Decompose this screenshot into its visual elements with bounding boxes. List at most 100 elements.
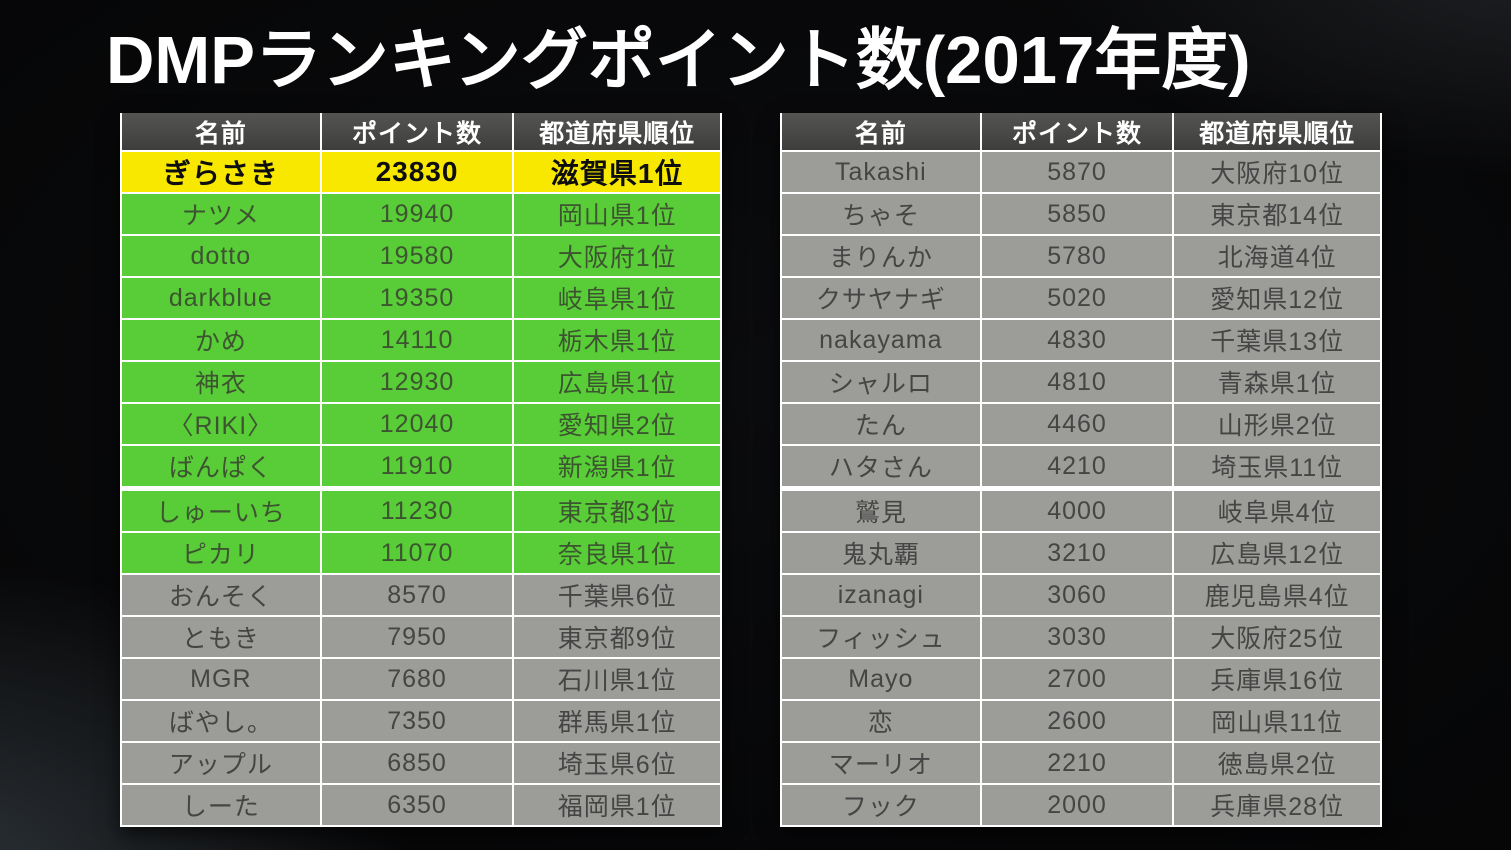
table-row: 鷲見 4000 岐阜県4位 (782, 491, 1380, 531)
ranking-table-right: 名前 ポイント数 都道府県順位 Takashi 5870 大阪府10位 ちゃそ 5850… (780, 113, 1382, 827)
points-cell: 3210 (981, 533, 1173, 573)
prefecture-rank-cell: 岡山県11位 (1174, 701, 1380, 741)
prefecture-rank-cell: 東京都9位 (514, 617, 720, 657)
table-row: nakayama 4830 千葉県13位 (782, 320, 1380, 360)
name-cell: ばんぱく (122, 446, 320, 486)
name-cell: ばやし。 (122, 701, 320, 741)
name-cell: おんそく (122, 575, 320, 615)
table-body-right: Takashi 5870 大阪府10位 ちゃそ 5850 東京都14位 まりんか 5780 北海… (782, 152, 1380, 825)
table-row: Mayo 2700 兵庫県16位 (782, 659, 1380, 699)
table-row: Takashi 5870 大阪府10位 (782, 152, 1380, 192)
points-cell: 4460 (981, 404, 1173, 444)
points-cell: 5780 (981, 236, 1173, 276)
name-cell: Mayo (782, 659, 980, 699)
prefecture-rank-cell: 鹿児島県4位 (1174, 575, 1380, 615)
prefecture-rank-cell: 広島県1位 (514, 362, 720, 402)
table-row: ばんぱく 11910 新潟県1位 (122, 446, 720, 486)
points-cell: 11230 (321, 491, 513, 531)
points-cell: 11910 (321, 446, 513, 486)
prefecture-rank-cell: 兵庫県28位 (1174, 785, 1380, 825)
name-cell: 鷲見 (782, 491, 980, 531)
column-header-prefecture-rank: 都道府県順位 (1174, 113, 1380, 150)
name-cell: フック (782, 785, 980, 825)
points-cell: 4000 (981, 491, 1173, 531)
prefecture-rank-cell: 大阪府10位 (1174, 152, 1380, 192)
points-cell: 19580 (321, 236, 513, 276)
name-cell: 神衣 (122, 362, 320, 402)
column-header-prefecture-rank: 都道府県順位 (514, 113, 720, 150)
table-row: darkblue 19350 岐阜県1位 (122, 278, 720, 318)
prefecture-rank-cell: 埼玉県6位 (514, 743, 720, 783)
table-row: izanagi 3060 鹿児島県4位 (782, 575, 1380, 615)
name-cell: darkblue (122, 278, 320, 318)
page-title: DMPランキングポイント数(2017年度) (106, 23, 1251, 98)
prefecture-rank-cell: 青森県1位 (1174, 362, 1380, 402)
column-header-name: 名前 (122, 113, 320, 150)
table-row: 恋 2600 岡山県11位 (782, 701, 1380, 741)
name-cell: ちゃそ (782, 194, 980, 234)
prefecture-rank-cell: 滋賀県1位 (514, 152, 720, 192)
column-header-name: 名前 (782, 113, 980, 150)
name-cell: シャルロ (782, 362, 980, 402)
column-header-points: ポイント数 (981, 113, 1173, 150)
name-cell: ともき (122, 617, 320, 657)
points-cell: 5020 (981, 278, 1173, 318)
prefecture-rank-cell: 北海道4位 (1174, 236, 1380, 276)
prefecture-rank-cell: 奈良県1位 (514, 533, 720, 573)
name-cell: izanagi (782, 575, 980, 615)
table-row: クサヤナギ 5020 愛知県12位 (782, 278, 1380, 318)
table-body-left: ぎらさき 23830 滋賀県1位 ナツメ 19940 岡山県1位 dotto 19580 大阪府… (122, 152, 720, 825)
points-cell: 6350 (321, 785, 513, 825)
name-cell: ナツメ (122, 194, 320, 234)
prefecture-rank-cell: 東京都3位 (514, 491, 720, 531)
points-cell: 23830 (321, 152, 513, 192)
prefecture-rank-cell: 愛知県12位 (1174, 278, 1380, 318)
table-row: 鬼丸覇 3210 広島県12位 (782, 533, 1380, 573)
points-cell: 4810 (981, 362, 1173, 402)
table-row: フック 2000 兵庫県28位 (782, 785, 1380, 825)
points-cell: 5870 (981, 152, 1173, 192)
points-cell: 7350 (321, 701, 513, 741)
table-row: ともき 7950 東京都9位 (122, 617, 720, 657)
name-cell: ぎらさき (122, 152, 320, 192)
table-row: ハタさん 4210 埼玉県11位 (782, 446, 1380, 486)
points-cell: 7950 (321, 617, 513, 657)
table-header-row: 名前 ポイント数 都道府県順位 (782, 113, 1380, 150)
points-cell: 12040 (321, 404, 513, 444)
table-row: 神衣 12930 広島県1位 (122, 362, 720, 402)
points-cell: 3060 (981, 575, 1173, 615)
table-row: おんそく 8570 千葉県6位 (122, 575, 720, 615)
table-row: dotto 19580 大阪府1位 (122, 236, 720, 276)
table-row: しーた 6350 福岡県1位 (122, 785, 720, 825)
column-header-points: ポイント数 (321, 113, 513, 150)
prefecture-rank-cell: 大阪府25位 (1174, 617, 1380, 657)
name-cell: たん (782, 404, 980, 444)
table-row: ナツメ 19940 岡山県1位 (122, 194, 720, 234)
name-cell: nakayama (782, 320, 980, 360)
name-cell: 〈RIKI〉 (122, 404, 320, 444)
points-cell: 8570 (321, 575, 513, 615)
points-cell: 19350 (321, 278, 513, 318)
name-cell: しゅーいち (122, 491, 320, 531)
table-row: しゅーいち 11230 東京都3位 (122, 491, 720, 531)
table-header-row: 名前 ポイント数 都道府県順位 (122, 113, 720, 150)
prefecture-rank-cell: 福岡県1位 (514, 785, 720, 825)
prefecture-rank-cell: 石川県1位 (514, 659, 720, 699)
name-cell: アップル (122, 743, 320, 783)
table-row: ばやし。 7350 群馬県1位 (122, 701, 720, 741)
prefecture-rank-cell: 岡山県1位 (514, 194, 720, 234)
prefecture-rank-cell: 山形県2位 (1174, 404, 1380, 444)
prefecture-rank-cell: 兵庫県16位 (1174, 659, 1380, 699)
prefecture-rank-cell: 東京都14位 (1174, 194, 1380, 234)
table-row: MGR 7680 石川県1位 (122, 659, 720, 699)
name-cell: しーた (122, 785, 320, 825)
name-cell: Takashi (782, 152, 980, 192)
prefecture-rank-cell: 新潟県1位 (514, 446, 720, 486)
points-cell: 11070 (321, 533, 513, 573)
prefecture-rank-cell: 愛知県2位 (514, 404, 720, 444)
prefecture-rank-cell: 栃木県1位 (514, 320, 720, 360)
table-row: ちゃそ 5850 東京都14位 (782, 194, 1380, 234)
points-cell: 2210 (981, 743, 1173, 783)
points-cell: 7680 (321, 659, 513, 699)
points-cell: 2600 (981, 701, 1173, 741)
